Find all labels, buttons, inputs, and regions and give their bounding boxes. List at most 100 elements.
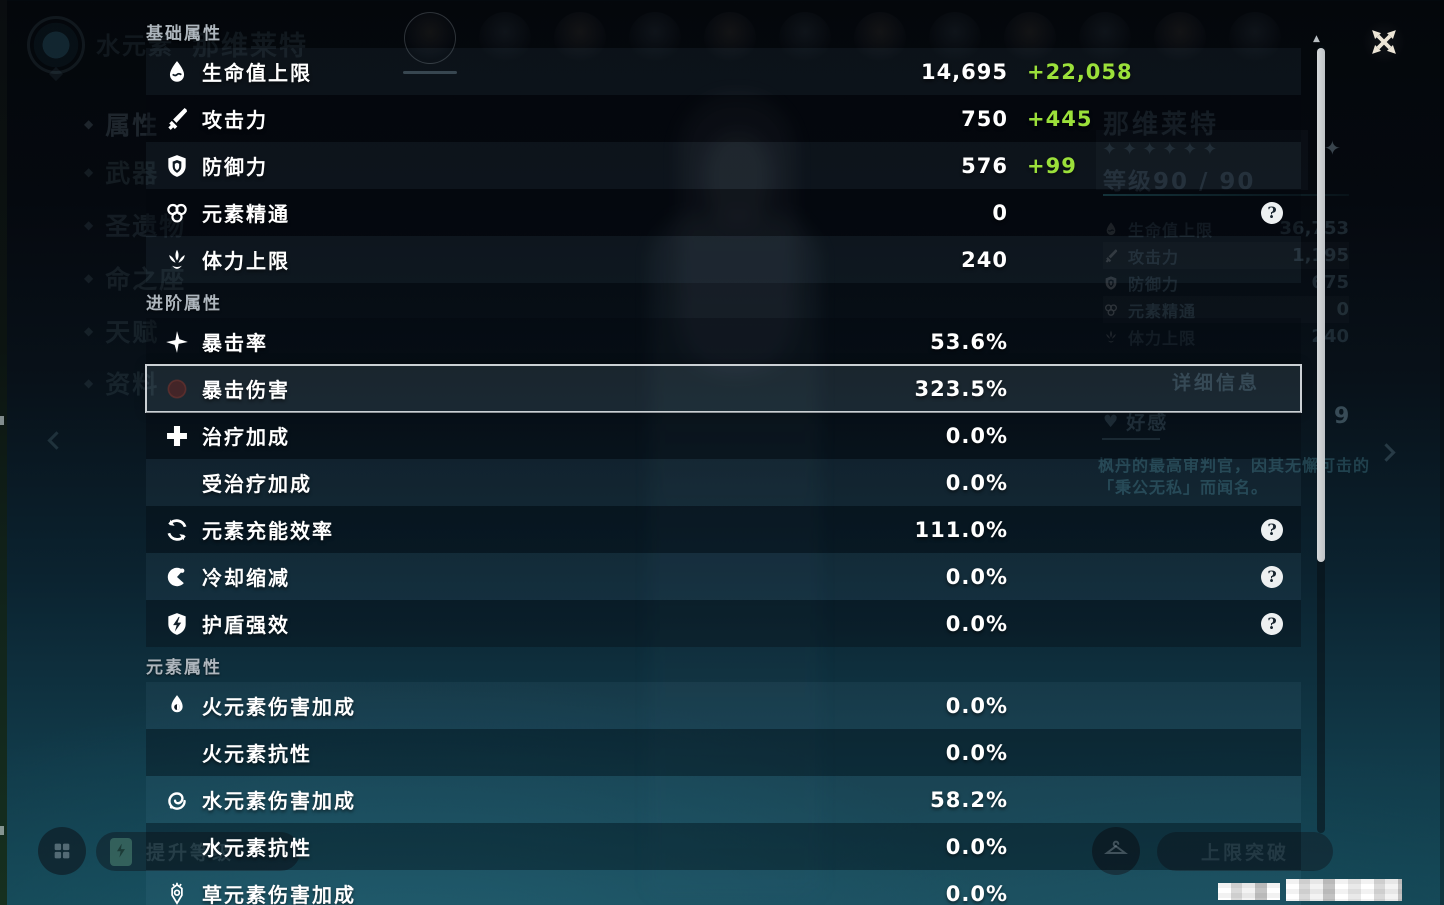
party-avatar[interactable] bbox=[1229, 12, 1281, 64]
party-avatar[interactable] bbox=[1004, 12, 1056, 64]
help-icon[interactable]: ? bbox=[1261, 201, 1283, 224]
outfit-button[interactable] bbox=[1092, 827, 1140, 875]
hp-icon bbox=[164, 59, 190, 85]
party-avatar[interactable] bbox=[404, 12, 456, 64]
stats-section: 基础属性 生命值上限 14,695 +22,058 攻击力 750 +445 防御力 576 +9… bbox=[146, 20, 1301, 283]
sidebar-item-5[interactable]: ◆ 资料 bbox=[84, 365, 159, 401]
stat-row[interactable]: 暴击伤害 323.5% bbox=[145, 364, 1302, 413]
help-icon[interactable]: ? bbox=[1261, 565, 1283, 588]
stats-section: 元素属性火元素伤害加成 0.0% 火元素抗性 0.0% 水元素伤害加成 58.2% 水元素抗… bbox=[146, 654, 1301, 905]
character-art-ghost bbox=[616, 85, 854, 905]
party-avatar[interactable] bbox=[704, 12, 756, 64]
stat-row[interactable]: 火元素伤害加成 0.0% bbox=[146, 682, 1301, 729]
stat-label: 暴击率 bbox=[202, 331, 268, 355]
stat-row[interactable]: 生命值上限 14,695 +22,058 bbox=[146, 48, 1301, 95]
stat-row[interactable]: 受治疗加成 0.0% bbox=[146, 459, 1301, 506]
stat-row[interactable]: 防御力 576 +99 bbox=[146, 142, 1301, 189]
stat-row[interactable]: 冷却缩减 0.0%? bbox=[146, 553, 1301, 600]
stat-row[interactable]: 体力上限 240 bbox=[146, 236, 1301, 283]
stat-row[interactable]: 治疗加成 0.0% bbox=[146, 412, 1301, 459]
stat-value: 0 bbox=[992, 200, 1008, 225]
party-avatar[interactable] bbox=[554, 12, 606, 64]
stamina-icon bbox=[164, 247, 190, 273]
sidebar-item-label: 武器 bbox=[105, 159, 160, 188]
stat-label: 暴击伤害 bbox=[202, 378, 290, 402]
close-icon bbox=[1372, 30, 1396, 54]
stat-row[interactable]: 火元素抗性 0.0% bbox=[146, 729, 1301, 776]
character-description-line1: 枫丹的最高审判官，因其无懈可击的 bbox=[1098, 456, 1371, 475]
stat-label: 草元素伤害加成 bbox=[202, 883, 356, 905]
stat-label: 护盾强效 bbox=[202, 613, 290, 637]
party-avatar[interactable] bbox=[629, 12, 681, 64]
help-icon[interactable]: ? bbox=[1261, 612, 1283, 635]
sidebar-item-1[interactable]: ◆ 武器 bbox=[84, 154, 159, 190]
stat-row[interactable]: 元素充能效率 111.0%? bbox=[146, 506, 1301, 553]
diamond-bullet-icon: ◆ bbox=[84, 165, 96, 179]
stat-value: 0.0% bbox=[945, 834, 1008, 859]
stat-value: 0.0% bbox=[945, 564, 1008, 589]
diamond-bullet-icon: ◆ bbox=[84, 376, 96, 390]
scroll-up-arrow-icon[interactable]: ▲ bbox=[1313, 34, 1320, 44]
party-avatar[interactable] bbox=[479, 12, 531, 64]
party-avatar[interactable] bbox=[854, 12, 906, 64]
stat-label: 水元素伤害加成 bbox=[202, 789, 356, 813]
stat-value: 750 bbox=[961, 106, 1008, 131]
party-setup-button[interactable] bbox=[38, 827, 86, 875]
close-button[interactable] bbox=[1362, 20, 1406, 64]
stat-value: 240 bbox=[961, 247, 1008, 272]
edge-tick bbox=[0, 826, 4, 835]
stat-row[interactable]: 水元素伤害加成 58.2% bbox=[146, 776, 1301, 823]
friendship-row[interactable]: ♥ 好感 bbox=[1103, 408, 1168, 435]
party-avatar[interactable] bbox=[1154, 12, 1206, 64]
stat-row[interactable]: 元素精通 0? bbox=[146, 189, 1301, 236]
sidebar-item-3[interactable]: ◆ 命之座 bbox=[84, 260, 186, 296]
crit-rate-icon bbox=[164, 329, 190, 355]
help-icon[interactable]: ? bbox=[1261, 518, 1283, 541]
stat-value: 53.6% bbox=[930, 329, 1008, 354]
def-icon bbox=[1103, 275, 1119, 291]
hydro-element-emblem-icon bbox=[27, 16, 85, 74]
detail-info-button[interactable]: 详细信息 bbox=[1172, 372, 1261, 394]
def-icon bbox=[164, 153, 190, 179]
party-avatar[interactable] bbox=[929, 12, 981, 64]
info-stat-row: 生命值上限 36,753 bbox=[1103, 215, 1349, 242]
chevron-right-icon[interactable] bbox=[1377, 443, 1396, 462]
stat-value: 58.2% bbox=[930, 787, 1008, 812]
pyro-icon bbox=[164, 693, 190, 719]
dendro-icon bbox=[164, 881, 190, 905]
chevron-left-icon[interactable] bbox=[47, 431, 66, 450]
stat-row[interactable]: 草元素伤害加成 0.0% bbox=[146, 870, 1301, 905]
stamina-icon bbox=[1103, 329, 1119, 345]
section-rows: 生命值上限 14,695 +22,058 攻击力 750 +445 防御力 576 +99 元素精… bbox=[146, 48, 1301, 283]
ascend-button[interactable]: 上限突破 bbox=[1157, 832, 1333, 871]
stat-row[interactable]: 护盾强效 0.0%? bbox=[146, 600, 1301, 647]
info-stat-label: 体力上限 bbox=[1128, 328, 1197, 348]
em-icon bbox=[164, 200, 190, 226]
stat-row[interactable]: 水元素抗性 0.0% bbox=[146, 823, 1301, 870]
shield-strength-icon bbox=[164, 611, 190, 637]
party-avatar[interactable] bbox=[1079, 12, 1131, 64]
character-description-line2: 「秉公无私」而闻名。 bbox=[1098, 478, 1269, 497]
info-divider bbox=[1103, 194, 1349, 196]
hanger-icon bbox=[1104, 840, 1128, 854]
stat-row[interactable]: 攻击力 750 +445 bbox=[146, 95, 1301, 142]
friendship-label: 好感 bbox=[1126, 412, 1169, 434]
scrollbar-thumb[interactable] bbox=[1317, 48, 1325, 562]
exp-card-icon bbox=[110, 837, 132, 866]
sidebar-item-4[interactable]: ◆ 天赋 bbox=[84, 313, 159, 349]
stat-row[interactable]: 暴击率 53.6% bbox=[146, 318, 1301, 365]
sidebar-item-2[interactable]: ◆ 圣遗物 bbox=[84, 207, 186, 243]
sidebar-item-0[interactable]: ◆ 属性 bbox=[84, 106, 159, 142]
section-title: 元素属性 bbox=[146, 658, 222, 678]
sidebar-item-label: 资料 bbox=[105, 370, 160, 399]
party-avatar[interactable] bbox=[779, 12, 831, 64]
stat-value: 0.0% bbox=[945, 423, 1008, 448]
em-icon bbox=[1103, 302, 1119, 318]
info-stat-label: 防御力 bbox=[1128, 274, 1180, 294]
heal-icon bbox=[164, 423, 190, 449]
level-up-button[interactable]: 提升等级 bbox=[96, 832, 300, 871]
stat-value: 0.0% bbox=[945, 611, 1008, 636]
level-label: 等级90 / 90 bbox=[1103, 169, 1256, 195]
stat-label: 水元素抗性 bbox=[202, 836, 312, 860]
edge-tick bbox=[0, 416, 4, 425]
